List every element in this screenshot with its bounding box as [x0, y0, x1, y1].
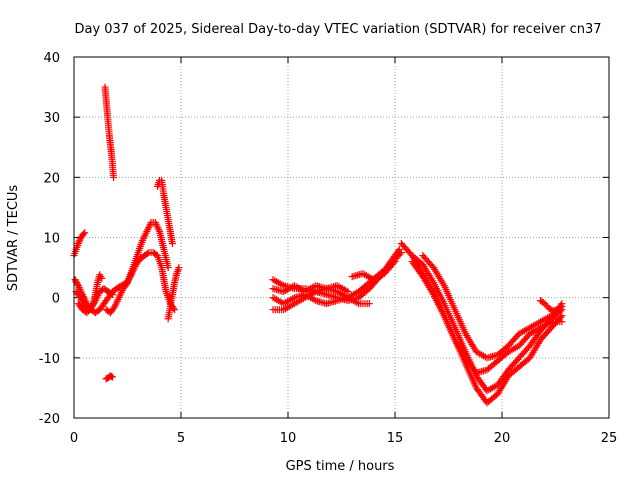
data-point — [80, 230, 88, 238]
y-tick-label: -20 — [39, 412, 60, 427]
series-arc-r — [408, 258, 566, 377]
data-point — [110, 173, 118, 181]
data-point — [143, 250, 151, 258]
data-point — [75, 238, 83, 246]
data-point — [107, 290, 115, 298]
data-point — [88, 303, 96, 311]
data-series — [70, 83, 566, 407]
data-point — [557, 313, 565, 321]
x-tick-label: 0 — [70, 431, 78, 446]
series-arc-d — [74, 285, 117, 317]
x-tick-label: 25 — [601, 431, 618, 446]
series-arc-j — [164, 264, 183, 323]
series-arc-l — [269, 249, 405, 308]
series-arc-h — [121, 218, 172, 290]
y-tick-labels: -20 -10 0 10 20 30 40 — [39, 51, 60, 427]
y-tick-label: 40 — [43, 51, 60, 66]
data-point — [74, 240, 82, 248]
data-point — [171, 306, 179, 314]
x-tick-label: 10 — [280, 431, 297, 446]
data-point — [391, 258, 399, 266]
data-point — [81, 229, 89, 237]
data-point — [109, 291, 117, 299]
x-tick-label: 20 — [494, 431, 511, 446]
data-point — [397, 249, 405, 257]
data-point — [396, 250, 404, 258]
data-point — [558, 300, 566, 308]
x-tick-label: 5 — [177, 431, 185, 446]
data-point — [107, 372, 115, 380]
series-arc-s — [419, 252, 566, 362]
x-axis-label: GPS time / hours — [286, 459, 395, 474]
data-point — [90, 300, 98, 308]
series-arc-m — [269, 285, 373, 314]
data-point — [98, 274, 106, 282]
y-tick-label: 20 — [43, 171, 60, 186]
data-point — [109, 373, 117, 381]
y-axis-label: SDTVAR / TECUs — [6, 185, 21, 292]
data-point — [71, 276, 79, 284]
x-tick-labels: 0 5 10 15 20 25 — [70, 431, 617, 446]
series-arc-i — [153, 176, 176, 248]
data-point — [365, 300, 373, 308]
data-point — [164, 264, 172, 272]
x-tick-label: 15 — [387, 431, 404, 446]
data-point — [557, 301, 565, 309]
data-point — [73, 280, 81, 288]
data-point — [175, 264, 183, 272]
data-point — [168, 240, 176, 248]
chart-title: Day 037 of 2025, Sidereal Day-to-day VTE… — [74, 22, 601, 37]
data-point — [91, 298, 99, 306]
grid — [74, 57, 609, 418]
series-arc-n — [269, 282, 352, 296]
data-point — [344, 288, 352, 296]
data-point — [558, 312, 566, 320]
y-tick-label: 30 — [43, 111, 60, 126]
series-arc-e — [101, 83, 118, 181]
data-point — [471, 367, 479, 375]
series-arc-t — [537, 297, 566, 315]
data-point — [89, 301, 97, 309]
y-tick-label: -10 — [39, 352, 60, 367]
y-tick-label: 0 — [52, 292, 60, 307]
series-arc-f — [102, 372, 117, 383]
data-point — [390, 259, 398, 267]
y-tick-label: 10 — [43, 232, 60, 247]
series-arc-a — [70, 229, 89, 260]
plot-frame — [73, 56, 610, 419]
data-point — [87, 304, 95, 312]
data-point — [558, 318, 566, 326]
series-arc-o — [348, 258, 399, 284]
